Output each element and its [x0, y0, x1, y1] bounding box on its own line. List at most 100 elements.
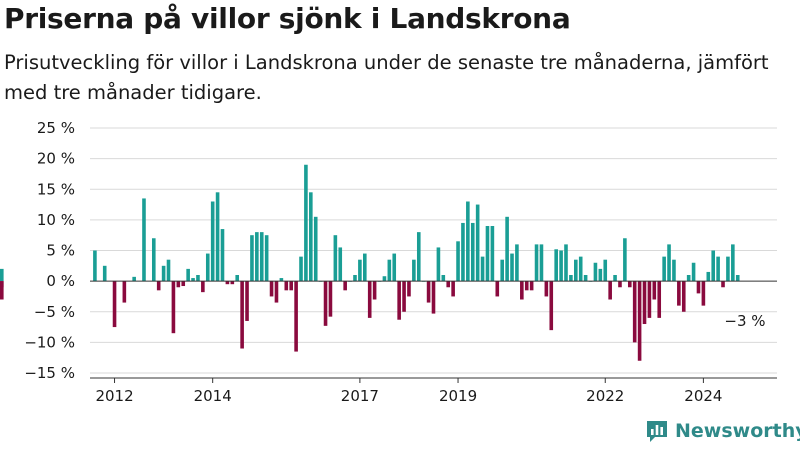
- bar: [161, 265, 166, 282]
- bar: [289, 281, 293, 291]
- bar: [299, 256, 303, 282]
- bar: [225, 281, 230, 285]
- bar: [544, 281, 549, 297]
- bar: [706, 271, 711, 282]
- latest-value-annotation: −3 %: [724, 312, 765, 330]
- bar: [294, 281, 298, 352]
- bar: [235, 275, 240, 282]
- bar: [574, 259, 578, 282]
- bar: [205, 253, 210, 282]
- bar: [578, 256, 583, 282]
- bar: [603, 259, 608, 282]
- y-tick-label: −10 %: [24, 333, 75, 351]
- bar: [686, 275, 691, 282]
- bar: [215, 192, 220, 282]
- bar: [264, 235, 269, 282]
- bar: [662, 256, 666, 282]
- bar: [475, 204, 480, 282]
- bar: [539, 244, 544, 282]
- bar: [372, 281, 377, 300]
- bar: [426, 281, 431, 303]
- bar: [627, 281, 632, 288]
- bar: [353, 275, 357, 282]
- bar: [721, 281, 725, 288]
- x-tick-label: 2024: [684, 387, 722, 405]
- bar: [240, 281, 244, 349]
- bar: [210, 201, 215, 282]
- bar: [191, 278, 195, 282]
- bar: [549, 281, 554, 331]
- bar: [387, 259, 392, 282]
- bar: [274, 281, 279, 303]
- bar: [711, 250, 716, 282]
- bar: [677, 281, 681, 306]
- bar: [309, 192, 313, 282]
- bar: [652, 281, 657, 300]
- bar: [93, 250, 97, 282]
- bar: [559, 250, 563, 282]
- brand-name: Newsworthy: [675, 420, 800, 442]
- bar: [407, 281, 411, 297]
- bar: [613, 275, 617, 282]
- bar: [181, 281, 186, 287]
- bar: [196, 275, 200, 282]
- bar: [554, 249, 558, 282]
- bar: [618, 281, 622, 288]
- bar: [201, 281, 205, 293]
- x-axis-tick-labels: 2012 2014 2017 2019 2022 2024: [95, 378, 722, 405]
- bar: [112, 281, 117, 328]
- bar: [583, 275, 588, 282]
- bar: [358, 259, 362, 282]
- x-tick-label: 2012: [95, 387, 133, 405]
- x-tick-label: 2014: [194, 387, 232, 405]
- bar: [441, 275, 446, 282]
- bar-chart-logo-icon: [647, 421, 667, 442]
- bar: [171, 281, 176, 334]
- bar: [279, 278, 284, 282]
- bar: [313, 216, 318, 282]
- bar: [505, 216, 509, 282]
- bar: [524, 281, 529, 291]
- bar: [166, 259, 171, 282]
- bar: [363, 253, 367, 282]
- bar: [382, 276, 387, 282]
- bar: [466, 201, 470, 282]
- bar: [564, 244, 568, 282]
- bar: [657, 281, 662, 318]
- bar: [495, 281, 500, 297]
- bar: [412, 259, 416, 282]
- bar: [735, 275, 740, 282]
- y-tick-label: 5 %: [46, 242, 75, 260]
- bar: [284, 281, 289, 291]
- bar: [672, 259, 676, 282]
- y-gridlines: [90, 127, 777, 374]
- bar: [726, 256, 730, 282]
- bar: [510, 253, 514, 282]
- bar: [102, 265, 107, 282]
- bar: [520, 281, 524, 300]
- bar: [230, 281, 235, 285]
- x-tick-label: 2017: [341, 387, 379, 405]
- y-tick-label: 0 %: [46, 272, 75, 290]
- x-tick-label: 2022: [586, 387, 624, 405]
- bar: [245, 281, 249, 321]
- bar: [142, 198, 146, 282]
- bar: [623, 238, 627, 282]
- x-tick-label: 2019: [439, 387, 477, 405]
- chart-subtitle: Prisutveckling för villor i Landskrona u…: [4, 51, 769, 104]
- bar: [642, 281, 647, 325]
- bar: [122, 281, 127, 303]
- y-tick-label: 20 %: [37, 150, 75, 168]
- bar: [485, 226, 490, 282]
- bar: [446, 281, 451, 288]
- bar: [304, 164, 308, 282]
- bar: [534, 244, 539, 282]
- bar: [696, 281, 701, 294]
- bar: [402, 281, 406, 312]
- bar: [681, 281, 686, 312]
- bar: [691, 262, 696, 282]
- bar: [716, 256, 720, 282]
- bar: [250, 235, 254, 282]
- bar: [480, 256, 485, 282]
